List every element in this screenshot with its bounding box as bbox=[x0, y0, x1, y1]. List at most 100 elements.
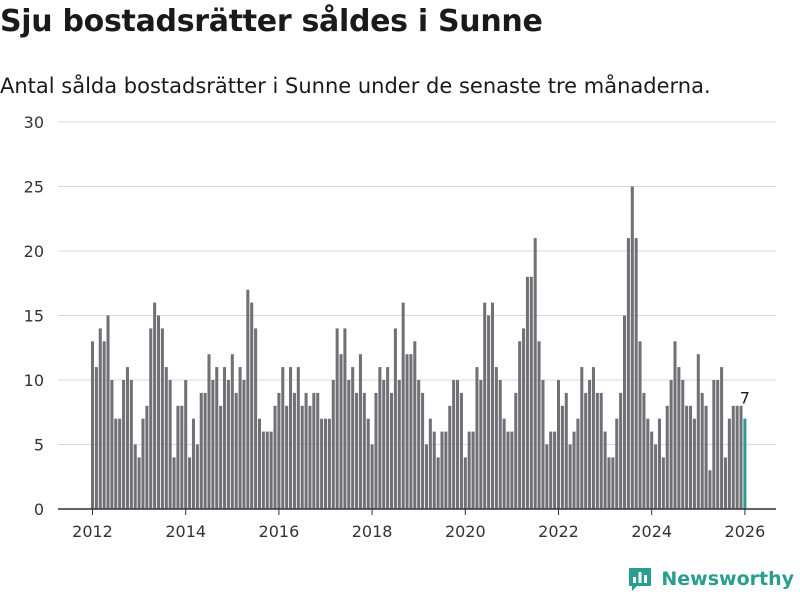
bar bbox=[327, 418, 331, 509]
bar bbox=[696, 354, 700, 509]
y-tick-label: 30 bbox=[24, 113, 44, 132]
bar bbox=[607, 457, 611, 509]
bar bbox=[277, 392, 281, 509]
bar bbox=[673, 341, 677, 509]
bar bbox=[141, 418, 145, 509]
x-tick-label: 2012 bbox=[72, 522, 113, 541]
bar bbox=[428, 418, 432, 509]
bar bbox=[665, 405, 669, 509]
bar bbox=[316, 392, 320, 509]
bar bbox=[118, 418, 122, 509]
bar bbox=[94, 367, 98, 509]
bar bbox=[129, 380, 133, 509]
bar bbox=[591, 367, 595, 509]
brand-name: Newsworthy bbox=[661, 568, 794, 590]
bar bbox=[90, 341, 95, 509]
bar bbox=[568, 444, 572, 509]
bar bbox=[576, 418, 580, 509]
bar bbox=[502, 418, 506, 509]
bar bbox=[261, 431, 265, 509]
bar bbox=[712, 380, 716, 509]
bar bbox=[331, 380, 335, 509]
bar bbox=[494, 367, 498, 509]
x-tick-label: 2016 bbox=[259, 522, 300, 541]
bar bbox=[223, 367, 227, 509]
bar bbox=[533, 238, 537, 509]
bar bbox=[727, 418, 731, 509]
bar bbox=[405, 354, 409, 509]
bar bbox=[199, 392, 203, 509]
bar bbox=[133, 444, 137, 509]
bar bbox=[153, 302, 157, 509]
brand[interactable]: Newsworthy bbox=[627, 566, 794, 592]
bar bbox=[172, 457, 176, 509]
bar bbox=[638, 341, 642, 509]
bar bbox=[149, 328, 153, 509]
bar bbox=[106, 315, 110, 509]
bar bbox=[630, 186, 634, 509]
bar bbox=[708, 470, 712, 509]
x-tick-label: 2014 bbox=[165, 522, 206, 541]
x-tick-label: 2020 bbox=[445, 522, 486, 541]
bar bbox=[599, 392, 603, 509]
bar bbox=[510, 431, 514, 509]
y-tick-label: 15 bbox=[24, 307, 44, 326]
bar bbox=[471, 431, 475, 509]
bar bbox=[444, 431, 448, 509]
bar bbox=[553, 431, 557, 509]
bar bbox=[366, 418, 370, 509]
bar bbox=[739, 405, 743, 509]
bar bbox=[137, 457, 141, 509]
bar bbox=[421, 392, 425, 509]
bar bbox=[580, 367, 584, 509]
bar bbox=[122, 380, 126, 509]
bar bbox=[265, 431, 269, 509]
bar bbox=[281, 367, 285, 509]
bar bbox=[374, 392, 378, 509]
bar bbox=[250, 302, 254, 509]
bar bbox=[467, 431, 471, 509]
bar bbox=[475, 367, 479, 509]
newsworthy-logo-icon bbox=[629, 568, 652, 591]
bar bbox=[588, 380, 592, 509]
bar bbox=[355, 392, 359, 509]
bar bbox=[448, 405, 452, 509]
bar bbox=[362, 392, 366, 509]
bar bbox=[289, 367, 293, 509]
bar bbox=[432, 431, 436, 509]
y-tick-label: 25 bbox=[24, 178, 44, 197]
bar bbox=[506, 431, 510, 509]
bar bbox=[393, 328, 397, 509]
bar bbox=[323, 418, 328, 509]
bar bbox=[545, 444, 549, 509]
bar bbox=[339, 354, 343, 509]
bar bbox=[413, 341, 417, 509]
bar bbox=[743, 418, 747, 509]
bar bbox=[572, 431, 576, 509]
bar bbox=[564, 392, 568, 509]
bar bbox=[677, 367, 681, 509]
bar bbox=[215, 367, 219, 509]
x-axis: 2012 2014 2016 2018 2020 2022 2024 2026 bbox=[72, 509, 765, 541]
bar bbox=[176, 405, 180, 509]
bar bbox=[735, 405, 739, 509]
bar bbox=[483, 302, 487, 509]
bar bbox=[619, 392, 623, 509]
bar bbox=[180, 405, 184, 509]
bar bbox=[537, 341, 541, 509]
bar bbox=[378, 367, 382, 509]
bar bbox=[669, 380, 673, 509]
bar bbox=[595, 392, 599, 509]
bar bbox=[238, 367, 242, 509]
bar bbox=[549, 431, 553, 509]
bar bbox=[459, 392, 463, 509]
bar bbox=[409, 354, 413, 509]
bar bbox=[700, 392, 704, 509]
bar bbox=[685, 405, 689, 509]
bars bbox=[90, 186, 747, 509]
bar bbox=[689, 405, 693, 509]
bar bbox=[634, 238, 638, 509]
bar bbox=[541, 380, 545, 509]
bar bbox=[657, 418, 661, 509]
bar bbox=[514, 392, 518, 509]
